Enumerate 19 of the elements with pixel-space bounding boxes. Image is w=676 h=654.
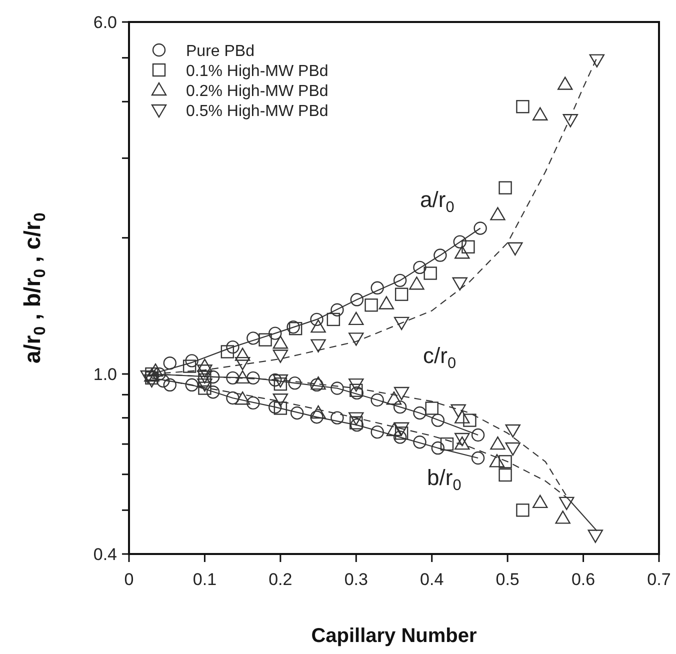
legend-label: Pure PBd — [186, 43, 254, 60]
annotation: a/r$_{0}$ — [420, 187, 454, 216]
legend-label: 0.1% High-MW PBd — [186, 63, 328, 80]
x-tick-label: 0.6 — [571, 570, 596, 589]
x-tick-label: 0.7 — [647, 570, 671, 589]
y-tick-label: 1.0 — [93, 364, 117, 384]
x-axis-title: Capillary Number — [311, 625, 478, 647]
x-tick-label: 0.2 — [268, 570, 292, 589]
x-tick-label: 0.1 — [192, 570, 217, 589]
y-tick-label: 6.0 — [93, 13, 117, 32]
x-tick-label: 0 — [124, 570, 134, 589]
x-tick-label: 0.3 — [344, 570, 368, 589]
y-tick-label: 0.4 — [93, 545, 117, 564]
legend-label: 0.2% High-MW PBd — [186, 83, 328, 100]
legend-label: 0.5% High-MW PBd — [186, 103, 328, 120]
x-tick-label: 0.4 — [420, 570, 444, 589]
annotation: b/r$_{0}$ — [427, 465, 462, 494]
x-tick-label: 0.5 — [496, 570, 520, 589]
annotation: c/r$_{0}$ — [423, 343, 456, 372]
